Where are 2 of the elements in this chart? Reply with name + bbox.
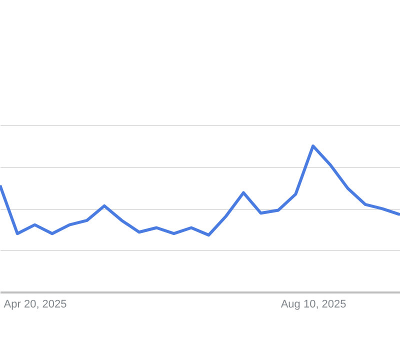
x-tick-label: Apr 20, 2025: [4, 298, 67, 310]
x-tick-label: Aug 10, 2025: [280, 298, 346, 310]
